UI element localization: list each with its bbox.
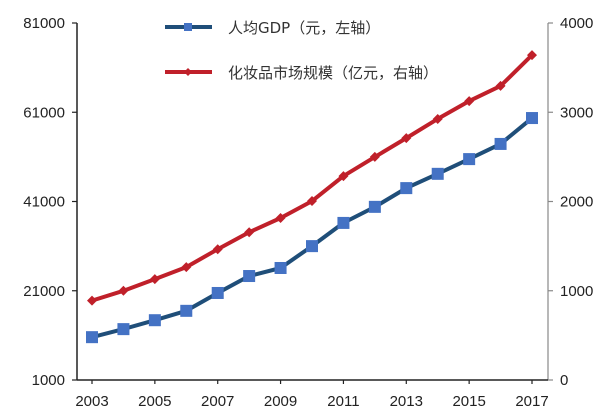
square-marker-icon: [431, 167, 444, 180]
diamond-marker-icon: [275, 213, 286, 224]
left-tick-label: 41000: [23, 194, 65, 211]
left-tick-label: 21000: [23, 283, 65, 300]
square-marker-icon: [243, 270, 256, 283]
right-y-axis: 0 1000 2000 3000 4000: [547, 15, 593, 389]
diamond-marker-icon: [244, 227, 255, 238]
square-marker-icon: [211, 286, 224, 299]
square-marker-icon: [117, 323, 130, 336]
right-tick-label: 0: [560, 372, 568, 389]
series-line: [91, 116, 534, 340]
legend-item-gdp: 人均GDP（元，左轴）: [165, 19, 380, 37]
square-marker-icon: [494, 137, 507, 150]
square-marker-icon: [306, 240, 318, 253]
diamond-marker-icon: [464, 96, 475, 107]
diamond-marker-icon: [181, 262, 192, 273]
diamond-marker-icon: [118, 285, 129, 296]
series-line: [91, 53, 534, 303]
right-tick-label: 2000: [560, 194, 593, 211]
diamond-marker-icon: [307, 196, 317, 207]
left-tick-label: 81000: [23, 15, 65, 32]
diamond-marker-icon: [432, 113, 443, 124]
diamond-marker-icon: [527, 50, 537, 61]
square-marker-icon: [463, 153, 476, 166]
legend-label-gdp: 人均GDP（元，左轴）: [228, 19, 380, 37]
diamond-marker-icon: [184, 68, 192, 76]
diamond-marker-icon: [401, 133, 412, 144]
x-tick-label: 2015: [452, 393, 485, 410]
square-marker-icon: [274, 261, 287, 274]
series-layer: [86, 50, 538, 344]
series-gdp: [86, 112, 538, 344]
right-tick-label: 1000: [560, 283, 593, 300]
diamond-marker-icon: [149, 274, 160, 285]
diamond-marker-icon: [212, 244, 223, 255]
x-axis: 2003 2005 2007 2009 2011 2013 2015 2017: [75, 379, 549, 410]
left-tick-label: 61000: [23, 104, 65, 121]
square-marker-icon: [148, 314, 161, 327]
x-tick-label: 2011: [327, 393, 359, 410]
diamond-marker-icon: [495, 80, 506, 91]
diamond-marker-icon: [87, 295, 97, 306]
square-marker-icon: [526, 112, 538, 125]
legend-label-cosmetics: 化妆品市场规模（亿元，右轴）: [228, 64, 438, 82]
series-cosmetics: [87, 50, 537, 306]
legend-item-cosmetics: 化妆品市场规模（亿元，右轴）: [165, 64, 438, 82]
square-marker-icon: [337, 216, 350, 229]
diamond-marker-icon: [369, 151, 380, 162]
x-tick-label: 2009: [264, 393, 297, 410]
square-marker-icon: [368, 200, 381, 213]
legend: 人均GDP（元，左轴） 化妆品市场规模（亿元，右轴）: [165, 19, 438, 82]
right-tick-label: 3000: [560, 104, 593, 121]
left-tick-label: 1000: [32, 372, 65, 389]
left-y-axis: 1000 21000 41000 61000 81000: [23, 15, 78, 389]
x-tick-label: 2005: [138, 393, 171, 410]
right-tick-label: 4000: [560, 15, 593, 32]
x-tick-label: 2013: [390, 393, 423, 410]
x-tick-label: 2017: [515, 393, 548, 410]
x-tick-label: 2007: [201, 393, 234, 410]
diamond-marker-icon: [338, 171, 349, 182]
square-marker-icon: [86, 331, 98, 344]
square-marker-icon: [184, 23, 192, 31]
square-marker-icon: [400, 182, 413, 195]
x-tick-label: 2003: [75, 393, 108, 410]
square-marker-icon: [180, 304, 193, 317]
